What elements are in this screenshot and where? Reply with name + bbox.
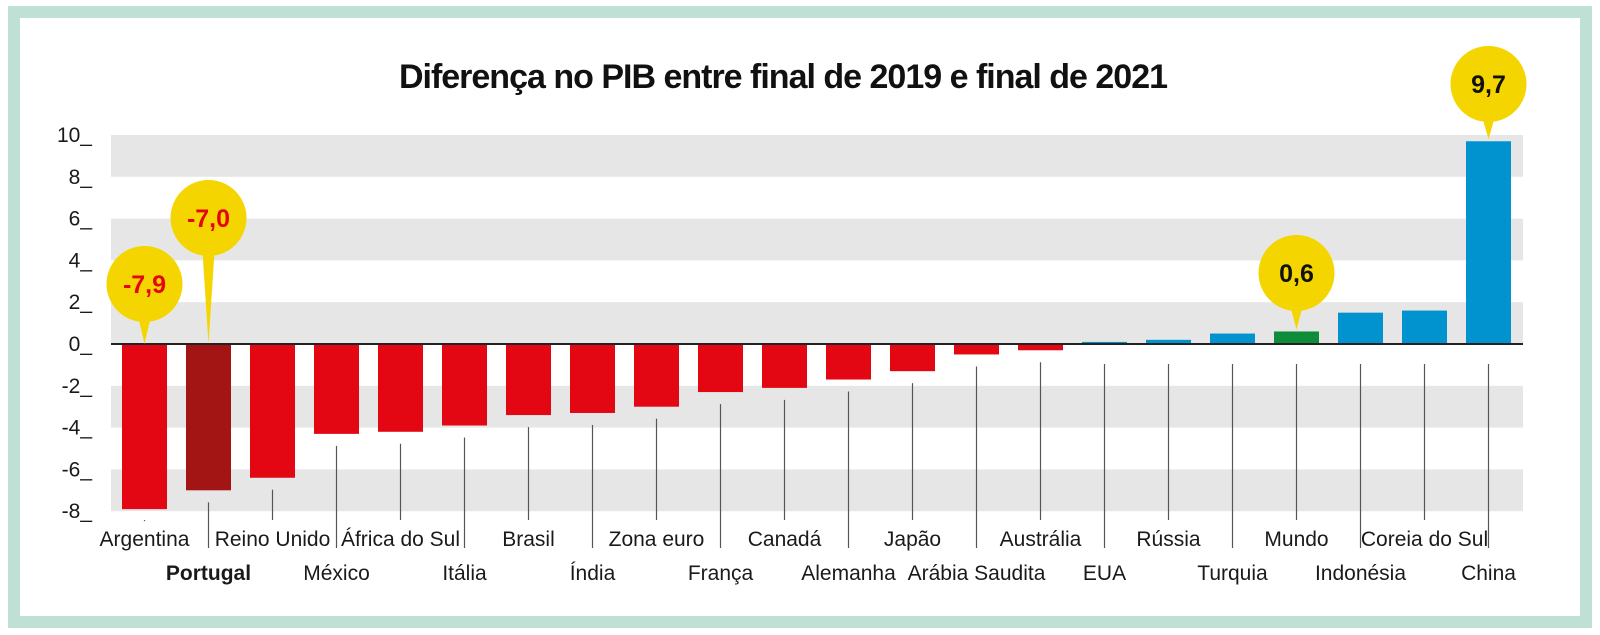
category-labels: Argentina Portugal Reino Unido México África… [100,528,1517,585]
callout-value: 0,6 [1279,260,1314,288]
callout-value: -7,9 [123,271,166,299]
category-label: Canadá [748,528,822,551]
category-label: Alemanha [801,562,896,585]
bar [698,344,743,393]
callout-pointer [1290,307,1303,330]
bar [1466,141,1511,344]
y-tick-label: -2_ [62,375,93,398]
callout-pointer [138,318,151,344]
category-label: África do Sul [341,528,460,551]
y-axis-ticks: 10_ 8_ 6_ 4_ 2_ 0_ -2_ -4_ -6_ -8_ [57,124,92,523]
bar [1402,310,1447,344]
y-tick-label: 0_ [69,333,93,356]
bar [1018,344,1063,351]
category-label: Reino Unido [215,528,331,551]
bars [122,141,1511,510]
bar [826,344,871,380]
category-label: EUA [1083,562,1126,585]
callout-value: -7,0 [187,205,230,233]
bar [122,344,167,510]
y-tick-label: -4_ [62,417,93,440]
category-label: Zona euro [609,528,705,551]
callout-pointer [202,252,215,344]
category-label: Rússia [1136,528,1201,551]
category-label: China [1461,562,1516,585]
bar [954,344,999,355]
bar [314,344,359,434]
bar [442,344,487,426]
bar [762,344,807,388]
bar [1210,333,1255,344]
callout-bubble [1258,235,1335,311]
bar [506,344,551,416]
value-callout: 0,6 [1258,235,1335,330]
category-label: México [303,562,370,585]
y-tick-label: 8_ [69,166,93,189]
category-label: Portugal [166,562,251,585]
category-label: Turquia [1197,562,1268,585]
y-tick-label: 10_ [57,124,92,147]
category-label: Mundo [1264,528,1328,551]
category-label: Japão [884,528,941,551]
label-leader-lines [143,362,1490,548]
y-tick-label: 2_ [69,291,93,314]
callout-bubble [1450,46,1527,122]
category-label: Argentina [100,528,190,551]
category-label: Itália [442,562,487,585]
y-tick-label: -6_ [62,458,93,481]
value-callout: 9,7 [1450,46,1527,140]
bar [1338,312,1383,344]
category-label: Austrália [1000,528,1082,551]
callout-bubble [170,180,247,256]
category-label: Brasil [502,528,555,551]
value-callouts: -7,9 -7,0 0,6 9,7 [106,46,1527,344]
y-tick-label: 6_ [69,208,93,231]
bar [378,344,423,432]
grid-band [111,469,1523,512]
category-label: França [688,562,754,585]
bar [1146,339,1191,344]
bar [1082,341,1127,344]
bar [890,344,935,372]
bar [250,344,295,478]
bar [186,344,231,491]
category-label: Coreia do Sul [1361,528,1488,551]
category-label: Arábia Saudita [908,562,1046,585]
callout-value: 9,7 [1471,71,1506,99]
y-tick-label: 4_ [69,249,93,272]
callout-bubble [106,246,183,322]
grid-bands [111,135,1523,512]
value-callout: -7,0 [170,180,247,344]
category-label: Indonésia [1315,562,1406,585]
value-callout: -7,9 [106,246,183,344]
y-tick-label: -8_ [62,500,93,523]
callout-pointer [1482,118,1495,140]
bar [570,344,615,413]
grid-band [111,135,1523,177]
bar [634,344,679,407]
bar [1274,331,1319,344]
chart-title: Diferença no PIB entre final de 2019 e f… [399,58,1167,96]
category-label: Índia [570,562,616,585]
